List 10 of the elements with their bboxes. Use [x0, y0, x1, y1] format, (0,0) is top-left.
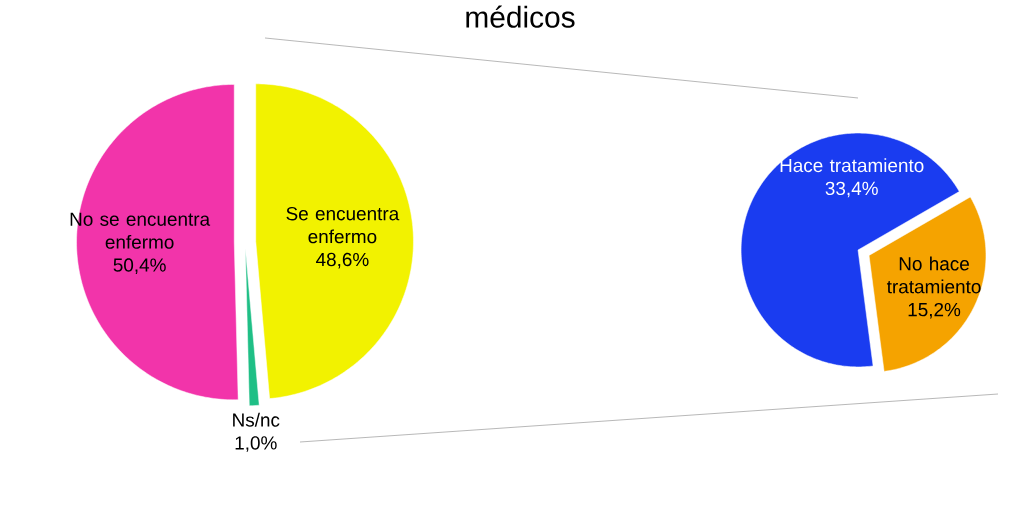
data-label: 1,0%	[235, 436, 277, 452]
data-label: 15,2%	[908, 302, 961, 319]
slice-label: Hace tratamiento	[780, 158, 924, 173]
slice-label: No hace tratamiento	[886, 256, 981, 294]
slice-label: Ns/nc	[233, 412, 280, 427]
data-label: 33,4%	[825, 181, 878, 198]
data-label: 48,6%	[316, 252, 369, 269]
data-label: 50,4%	[113, 258, 166, 274]
text: médicos	[466, 5, 575, 28]
slice-label: Se encuentra enfermo	[286, 206, 400, 244]
